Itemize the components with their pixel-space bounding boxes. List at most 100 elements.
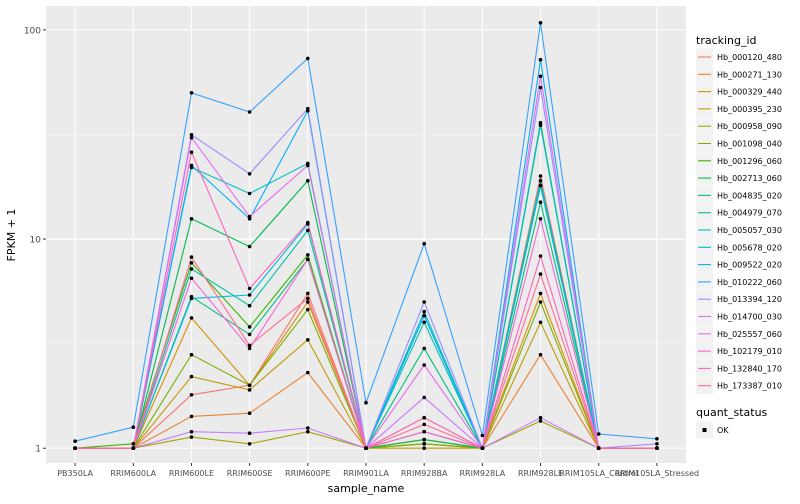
y-tick-label: 10 [30, 236, 42, 246]
x-tick-label: RRIM600SE [227, 469, 273, 478]
data-point [73, 439, 77, 444]
data-point [131, 425, 136, 430]
data-point [306, 426, 310, 430]
data-point [306, 291, 310, 296]
legend-item-label: Hb_001296_060 [717, 157, 782, 166]
data-point [538, 200, 543, 204]
data-point [189, 435, 194, 439]
data-point [189, 429, 194, 434]
data-point [189, 296, 194, 301]
data-point [538, 300, 543, 304]
data-point [247, 346, 252, 351]
shape-legend-items: OK [696, 421, 729, 439]
data-point [538, 291, 543, 296]
y-tick-label: 100 [24, 26, 41, 36]
legend-item-label: Hb_000271_130 [717, 70, 782, 79]
y-axis-title: FPKM + 1 [5, 209, 18, 262]
legend-title: tracking_id [696, 34, 757, 47]
x-tick-label: RRIM105LA_Stressed [615, 469, 699, 478]
data-point [422, 363, 427, 367]
data-point [189, 276, 194, 281]
data-point [422, 320, 427, 325]
data-point [538, 74, 543, 78]
data-point [306, 300, 310, 304]
data-point [422, 442, 427, 446]
data-point [306, 429, 310, 434]
data-point [73, 446, 77, 451]
data-point [189, 374, 194, 379]
legend-item-label: Hb_000120_480 [717, 53, 782, 62]
data-point [189, 261, 194, 265]
data-point [247, 244, 252, 249]
data-point [247, 332, 252, 337]
legend-item-label: Hb_001098_040 [717, 140, 782, 149]
data-point [247, 388, 252, 392]
legend-items: Hb_000120_480 Hb_000271_130 Hb_000329_440 H… [696, 48, 782, 395]
data-point [422, 346, 427, 351]
data-point [422, 437, 427, 442]
data-point [422, 415, 427, 420]
data-point [189, 255, 194, 259]
data-point [247, 383, 252, 388]
legend: tracking_id Hb_000120_480Hb_000271_130Hb… [696, 34, 782, 439]
data-points [73, 21, 659, 451]
data-point [596, 432, 601, 436]
legend-item-label: Hb_173387_010 [717, 382, 782, 391]
x-tick-label: RRIM600LA [110, 469, 156, 478]
data-point [189, 316, 194, 320]
data-point [364, 446, 368, 451]
legend-item-label: Hb_000958_090 [717, 122, 782, 131]
data-point [422, 313, 427, 318]
data-point [538, 272, 543, 276]
data-point [189, 393, 194, 397]
legend-item-label: Hb_005678_020 [717, 243, 782, 252]
data-point [247, 442, 252, 446]
data-point [247, 172, 252, 176]
data-point [306, 163, 310, 168]
data-point [306, 106, 310, 111]
axes: 1 10 100 PB350LA RRIM600LA RRIM600LE RRIM600SE… [24, 26, 699, 478]
data-point [247, 411, 252, 416]
data-point [247, 325, 252, 329]
data-point [306, 307, 310, 312]
legend-item-label: Hb_004835_020 [717, 191, 782, 200]
data-point [247, 191, 252, 196]
data-point [189, 217, 194, 221]
legend-item-label: Hb_102179_010 [717, 347, 782, 356]
data-point [189, 414, 194, 419]
data-point [247, 286, 252, 291]
data-point [306, 338, 310, 342]
data-point [189, 133, 194, 137]
shape-legend-item-label: OK [717, 426, 729, 435]
x-tick-label: RRIM928LA [459, 469, 505, 478]
legend-item-label: Hb_000329_440 [717, 88, 782, 97]
data-point [538, 254, 543, 258]
data-point [538, 217, 543, 221]
data-point [131, 446, 136, 451]
data-point [538, 178, 543, 183]
legend-item-label: Hb_009522_020 [717, 261, 782, 270]
x-axis-title: sample_name [328, 482, 405, 495]
data-point [189, 150, 194, 154]
data-point [480, 433, 485, 438]
x-tick-label: RRIM901LA [343, 469, 389, 478]
x-tick-label: RRIM105LA_Control [559, 469, 638, 478]
data-point [422, 309, 427, 314]
data-point [422, 422, 427, 427]
data-point [131, 442, 136, 446]
data-point [422, 300, 427, 304]
x-tick-label: PB350LA [57, 469, 93, 478]
data-point [538, 21, 543, 25]
data-point [306, 56, 310, 61]
data-point [538, 419, 543, 423]
legend-item-label: Hb_005057_030 [717, 226, 782, 235]
data-point [538, 415, 543, 420]
data-point [306, 228, 310, 233]
y-tick-label: 1 [35, 445, 41, 455]
data-point [189, 135, 194, 140]
data-point [655, 442, 659, 446]
legend-item-label: Hb_004979_070 [717, 209, 782, 218]
data-point [422, 446, 427, 451]
data-point [422, 395, 427, 400]
